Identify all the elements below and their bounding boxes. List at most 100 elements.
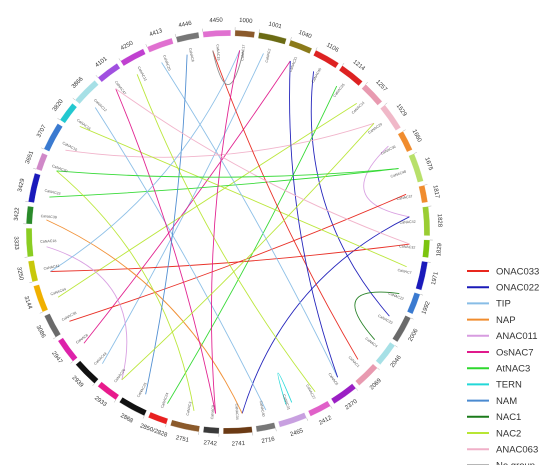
segment-arc [119,396,147,417]
segment-label: 3250 [15,267,24,282]
segment-tick [165,424,167,428]
segment-label: 2741 [232,441,246,448]
segment-arc [35,152,48,172]
gene-label: CaNAC26 [113,368,126,383]
segment-arc [26,205,34,225]
legend: ONAC033 ONAC022 TIP NAP ANAC011 OsNAC7 AtNAC3 T… [467,266,539,465]
link-chord [46,246,128,380]
segment-arc [307,400,331,417]
gene-label: CaNAC7 [397,268,412,275]
legend-label: OsNAC7 [496,347,533,358]
segment-label: 3144 [23,295,33,310]
legend-label: ONAC022 [496,283,539,294]
segment-label: 2850/2828 [139,423,168,439]
gene-label: CaNAC1 [348,355,361,368]
segment-arc [25,227,34,258]
link-chord [56,170,195,411]
segment-label: 1828 [436,214,443,228]
segment-tick [365,81,368,85]
segment-tick [113,399,116,403]
legend-label: ANAC011 [496,331,538,342]
gene-label: CaNAC12 [93,98,107,112]
segment-tick [384,102,388,105]
segment-arc [146,37,174,53]
segment-label: 4450 [209,18,223,25]
gene-label: CaNAC23 [377,314,393,325]
gene-label: CaNAC44 [50,287,67,296]
segment-arc [97,63,121,83]
links-layer [46,50,410,414]
link-chord [277,372,293,405]
legend-label: TIP [496,299,511,310]
link-chord [121,122,375,381]
segment-label: 1971 [431,271,440,286]
segment-label: 2933 [93,395,108,408]
segment-tick [342,62,345,66]
segment-label: 1675 [423,157,433,172]
link-chord [101,53,264,364]
segment-tick [72,97,76,101]
segment-tick [118,58,121,62]
segment-arc [27,260,39,283]
legend-label: TERN [496,380,522,391]
segment-label: 2947 [50,351,63,366]
segment-label: 2939 [70,375,84,389]
segment-label: 3333 [12,236,19,250]
segment-arc [288,39,313,54]
legend-label: NAP [496,315,516,326]
segment-arc [380,104,402,131]
segment-arc [234,29,256,38]
segment-tick [41,147,44,150]
segment-arc [415,260,428,291]
link-chord [289,60,339,378]
segment-arc [406,292,421,315]
segment-label: 1214 [351,59,366,72]
segment-arc [278,412,307,428]
segment-tick [330,405,333,409]
segment-label: 4101 [94,56,109,69]
legend-label: ONAC033 [496,266,539,277]
legend-label: NAC2 [496,428,521,439]
segment-arc [202,29,231,38]
segment-label: 3707 [36,124,48,139]
gene-label: CaNAC4 [364,337,378,349]
gene-label: CaNAC18 [40,239,56,244]
segment-ring [23,27,433,437]
link-chord [211,50,241,414]
segment-tick [424,184,428,186]
segment-label: 2370 [344,398,359,411]
gene-label: CaNAC25 [136,382,147,398]
segment-label: 1000 [239,18,253,25]
gene-label: CaNAC41 [43,264,60,271]
segment-label: 2465 [290,428,305,438]
gene-label: CaNAC47 [114,80,127,95]
gene-label: CaNAC22 [388,292,405,302]
segment-arc [44,313,61,338]
gene-label: CaNAC19 [216,44,221,60]
gene-label: CaNAC31 [289,56,299,73]
link-chord [46,219,243,414]
segment-arc [408,153,424,183]
gene-label: CaNAC11 [137,66,148,82]
segment-arc [255,422,276,433]
segment-label: 3429 [17,178,26,193]
link-chord [79,125,407,268]
segment-tick [39,311,43,314]
link-chord [212,50,359,360]
segment-arc [43,123,63,152]
segment-tick [275,428,277,432]
segment-label: 4250 [120,40,135,52]
segment-arc [57,337,78,362]
gene-label: CaNAC6 [188,47,195,62]
segment-arc [338,65,363,87]
segment-arc [175,32,200,43]
segment-arc [418,184,428,204]
link-chord [136,74,316,393]
segment-tick [92,383,95,386]
segment-tick [290,37,292,41]
segment-arc [422,239,430,258]
link-chord [115,88,217,414]
gene-label: CaNAC36 [380,145,396,156]
link-chord [212,50,244,85]
